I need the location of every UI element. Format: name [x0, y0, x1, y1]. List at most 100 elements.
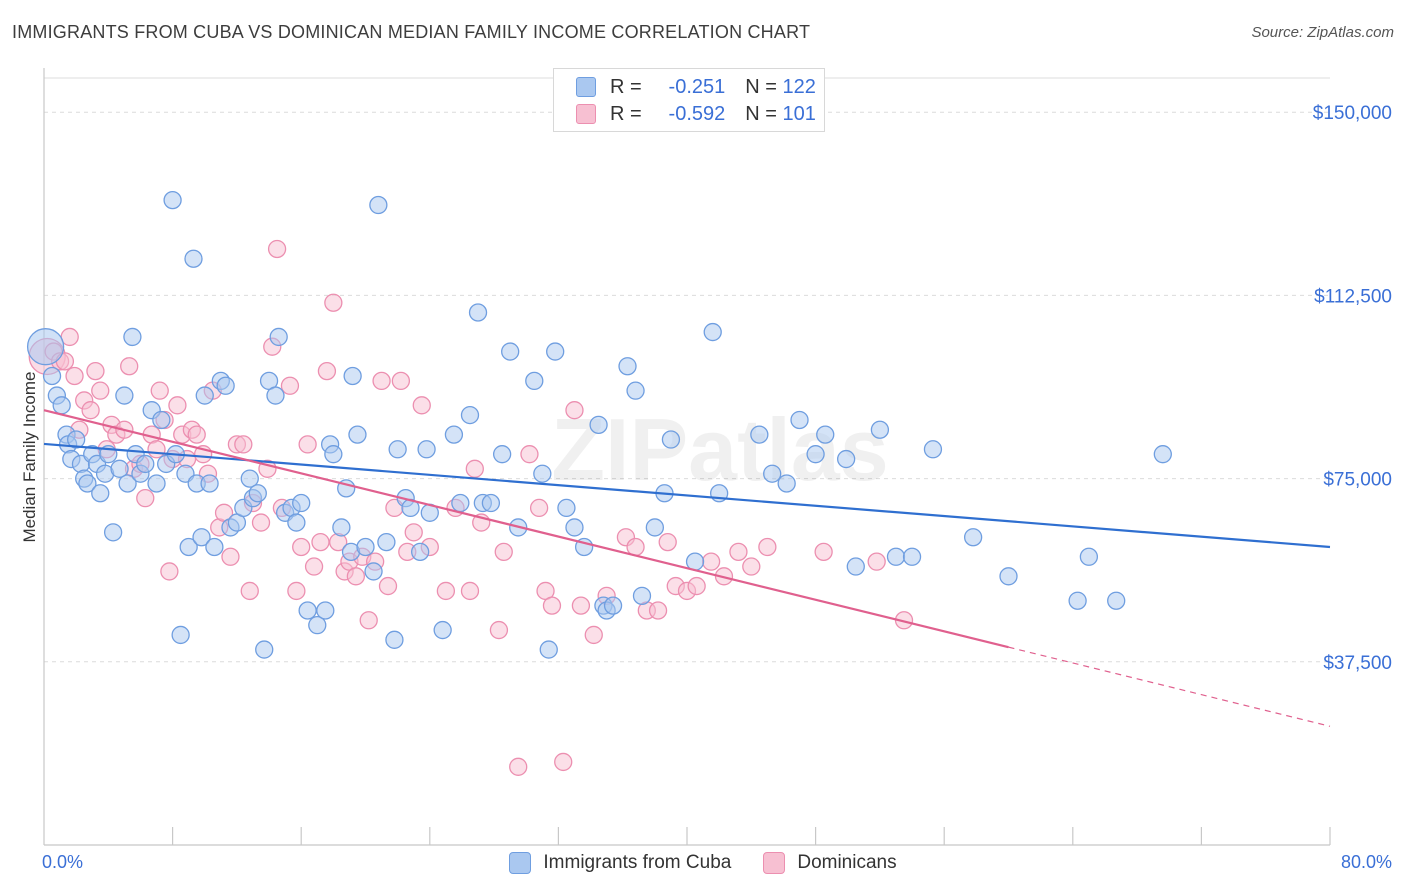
data-point	[304, 557, 324, 576]
data-point	[280, 376, 300, 395]
data-point	[103, 523, 123, 542]
data-point	[115, 386, 134, 405]
legend-label: Dominicans	[797, 852, 897, 873]
data-point	[836, 449, 856, 469]
data-point	[763, 464, 782, 483]
r-value: -0.592	[668, 102, 726, 125]
data-point	[332, 518, 351, 537]
data-point	[267, 239, 287, 259]
data-point	[729, 542, 748, 562]
data-point	[790, 410, 809, 430]
data-point	[489, 620, 509, 640]
data-point	[465, 459, 484, 478]
n-label: N =	[745, 102, 777, 125]
data-point	[618, 357, 637, 376]
trend-lines	[43, 409, 1331, 727]
data-point	[205, 537, 224, 557]
y-tick-label: $37,500	[1323, 653, 1392, 674]
data-point	[509, 757, 528, 776]
data-point	[411, 542, 430, 562]
data-point	[26, 328, 65, 366]
data-point	[216, 376, 235, 395]
data-point	[266, 386, 285, 405]
data-point	[356, 537, 375, 557]
gridlines	[44, 77, 1330, 663]
data-point	[529, 498, 549, 518]
data-point	[78, 474, 97, 493]
data-point	[963, 528, 983, 547]
data-point	[364, 562, 383, 581]
watermark: ZIPatlas	[551, 400, 888, 499]
trend-line-dominicans	[43, 409, 1009, 649]
stats-legend: R = -0.251 N = 122 R = -0.592 N = 101	[553, 68, 825, 132]
data-point	[255, 640, 274, 659]
r-value: -0.251	[668, 75, 726, 98]
data-point	[118, 474, 137, 493]
data-point	[603, 596, 623, 615]
data-point	[645, 518, 664, 537]
data-point	[687, 576, 706, 596]
data-point	[494, 542, 513, 562]
data-point	[378, 576, 398, 596]
data-point	[52, 396, 71, 415]
data-point	[316, 601, 335, 620]
data-point	[377, 532, 396, 552]
data-point	[492, 445, 512, 464]
data-point	[999, 567, 1018, 586]
data-point	[571, 596, 591, 615]
cuba-swatch	[576, 77, 596, 97]
data-point	[324, 445, 343, 464]
data-point	[65, 366, 84, 386]
x-tick-min: 0.0%	[42, 852, 84, 872]
data-point	[184, 249, 203, 268]
data-point	[187, 425, 206, 444]
data-point	[91, 484, 110, 503]
data-point	[661, 430, 681, 449]
data-point	[846, 557, 865, 576]
data-point	[468, 303, 488, 322]
data-point	[481, 493, 501, 513]
data-point	[346, 567, 366, 586]
data-point	[251, 513, 271, 532]
data-point	[67, 430, 86, 449]
data-point	[287, 513, 306, 532]
r-label: R =	[610, 75, 642, 98]
data-point	[91, 381, 110, 400]
data-point	[86, 361, 105, 381]
data-point	[1068, 591, 1087, 610]
data-point	[520, 445, 539, 464]
data-point	[324, 293, 343, 312]
legend-label: Immigrants from Cuba	[543, 852, 732, 873]
n-label: N =	[745, 75, 777, 98]
data-point	[372, 371, 391, 391]
data-point	[369, 195, 388, 215]
series-legend: Immigrants from Cuba Dominicans	[0, 852, 1406, 874]
data-point	[777, 474, 796, 493]
data-point	[359, 611, 378, 630]
data-point	[436, 581, 456, 601]
data-point	[565, 401, 584, 420]
data-point	[658, 532, 677, 552]
data-point	[240, 469, 259, 488]
data-point	[136, 488, 155, 508]
n-value: 122	[782, 75, 816, 98]
trend-line-cuba	[43, 442, 1331, 549]
data-point	[248, 484, 267, 503]
data-point	[1107, 591, 1126, 610]
legend-item-cuba: Immigrants from Cuba	[509, 852, 731, 874]
r-label: R =	[610, 102, 642, 125]
data-point	[298, 435, 317, 454]
cuba-swatch	[509, 852, 532, 874]
legend-item-dominicans: Dominicans	[763, 852, 897, 874]
data-point	[886, 547, 906, 566]
data-point	[234, 435, 253, 454]
data-point	[648, 601, 668, 620]
data-point	[742, 557, 761, 576]
trend-line-dominicans-extension	[1008, 646, 1331, 727]
data-point	[160, 562, 179, 581]
series-cuba	[26, 190, 1172, 659]
data-point	[391, 371, 411, 391]
data-point	[433, 620, 452, 640]
data-point	[525, 371, 544, 391]
legend-row-cuba: R = -0.251 N = 122	[576, 74, 816, 100]
